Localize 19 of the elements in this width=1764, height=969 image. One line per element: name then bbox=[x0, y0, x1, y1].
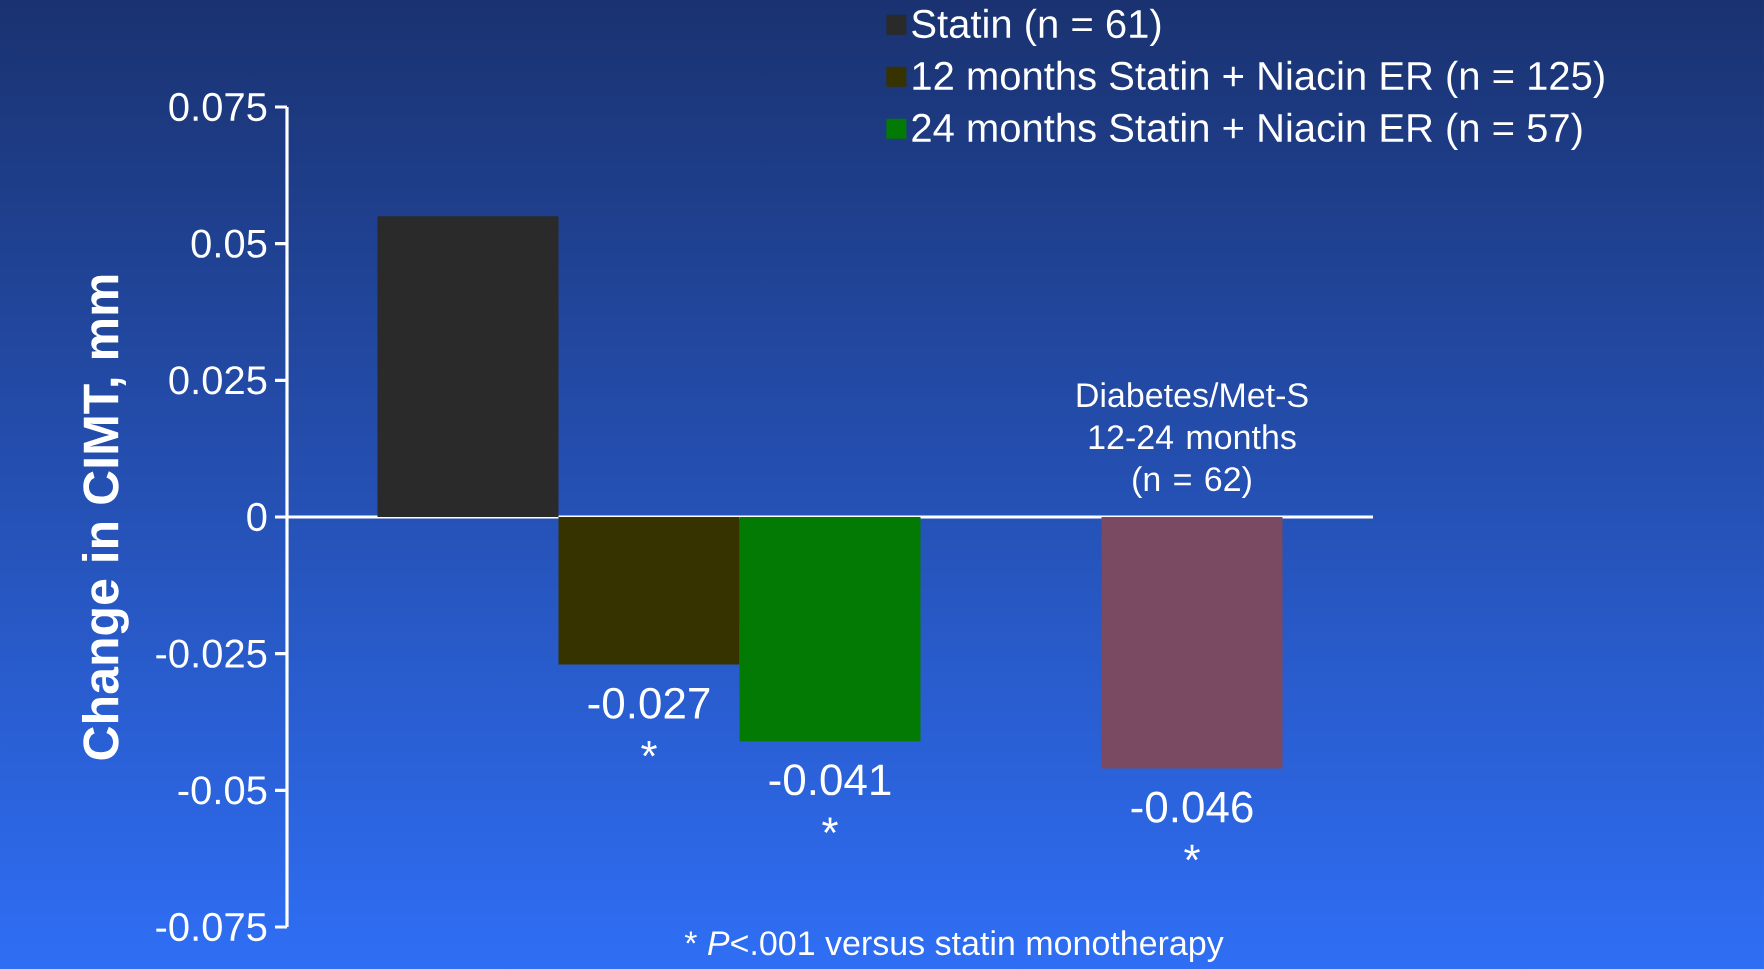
legend-label: Statin (n = 61) bbox=[912, 8, 1161, 47]
annotation: * bbox=[641, 740, 657, 757]
y-tick-label: -0.025 bbox=[156, 639, 267, 668]
y-axis-title: Change in CIMT, mm bbox=[81, 275, 129, 760]
y-tick-label: 0.075 bbox=[169, 92, 267, 122]
data-label: -0.027 bbox=[588, 687, 710, 719]
annotation: * bbox=[822, 817, 838, 833]
y-tick-label: -0.05 bbox=[178, 776, 267, 805]
legend-label: 24 months Statin + Niacin ER (n = 57) bbox=[912, 112, 1582, 151]
legend-label: 12 months Statin + Niacin ER (n = 125) bbox=[913, 60, 1604, 99]
annotation: * bbox=[1184, 844, 1200, 861]
annotation: Diabetes/Met-S 12-24 months (n = 62) bbox=[1077, 382, 1308, 498]
data-label: -0.041 bbox=[769, 764, 891, 796]
text: *P<.001 versus statin monotherapy bbox=[684, 930, 1224, 962]
y-tick-label: 0.05 bbox=[191, 229, 267, 258]
y-tick-label: -0.075 bbox=[156, 912, 267, 942]
data-label: -0.046 bbox=[1131, 791, 1253, 823]
y-tick-label: 0.025 bbox=[169, 366, 267, 395]
y-tick-label: 0 bbox=[247, 502, 267, 532]
